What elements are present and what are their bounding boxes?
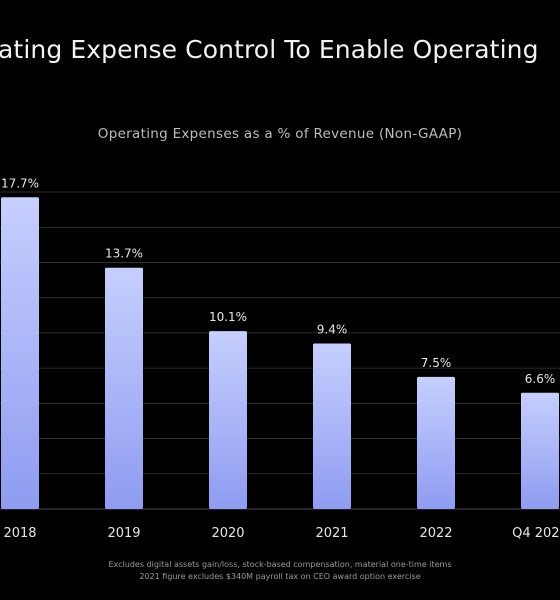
data-label: 7.5% bbox=[421, 356, 452, 370]
bar-2019 bbox=[105, 267, 143, 509]
slide-title: ating Expense Control To Enable Operatin… bbox=[0, 35, 539, 64]
chart-title: Operating Expenses as a % of Revenue (No… bbox=[97, 126, 463, 142]
x-tick-label: 2022 bbox=[419, 526, 452, 541]
footnote: Excludes digital assets gain/loss, stock… bbox=[108, 560, 452, 569]
x-axis-tick-labels: 2018 2019 2020 2021 2022 Q4 2022 bbox=[3, 526, 560, 541]
data-label: 9.4% bbox=[317, 322, 348, 336]
data-label: 10.1% bbox=[209, 310, 247, 324]
x-tick-label: 2021 bbox=[315, 526, 348, 541]
bar-2020 bbox=[209, 331, 247, 509]
footnotes: Excludes digital assets gain/loss, stock… bbox=[0, 559, 560, 583]
data-label: 13.7% bbox=[105, 247, 143, 261]
x-tick-label: 2019 bbox=[107, 526, 140, 541]
data-label: 17.7% bbox=[1, 176, 39, 190]
x-tick-label: 2018 bbox=[3, 526, 36, 541]
x-tick-label: 2020 bbox=[211, 526, 244, 541]
data-labels: 17.7% 13.7% 10.1% 9.4% 7.5% 6.6% bbox=[1, 176, 555, 385]
bar-q4-2022 bbox=[521, 392, 559, 509]
bars bbox=[1, 197, 559, 510]
bar-2021 bbox=[313, 343, 351, 509]
gridlines bbox=[0, 191, 560, 510]
data-label: 6.6% bbox=[525, 372, 556, 386]
bar-chart: 17.7% 13.7% 10.1% 9.4% 7.5% 6.6% 2018 2019 2020… bbox=[0, 176, 560, 541]
footnote: 2021 figure excludes $340M payroll tax o… bbox=[139, 572, 421, 581]
x-tick-label: Q4 2022 bbox=[512, 526, 560, 541]
bar-2022 bbox=[417, 376, 455, 509]
bar-2018 bbox=[1, 197, 39, 510]
